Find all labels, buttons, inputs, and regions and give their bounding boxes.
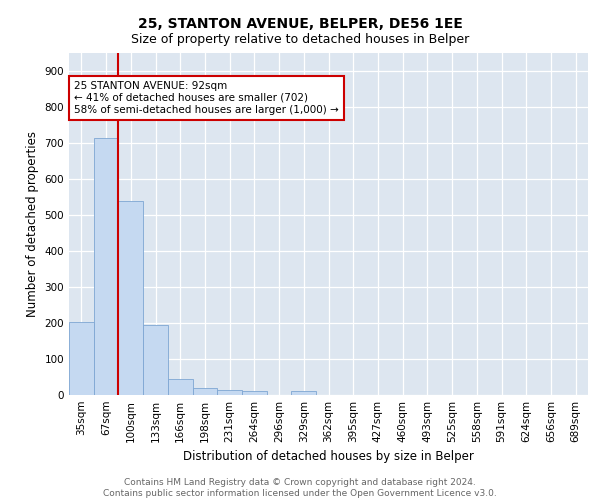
Text: Size of property relative to detached houses in Belper: Size of property relative to detached ho… <box>131 32 469 46</box>
Text: 25, STANTON AVENUE, BELPER, DE56 1EE: 25, STANTON AVENUE, BELPER, DE56 1EE <box>137 18 463 32</box>
Bar <box>118 202 143 395</box>
Bar <box>292 392 316 395</box>
Bar <box>193 388 217 395</box>
Bar <box>94 138 118 395</box>
Text: 25 STANTON AVENUE: 92sqm
← 41% of detached houses are smaller (702)
58% of semi-: 25 STANTON AVENUE: 92sqm ← 41% of detach… <box>74 82 338 114</box>
Bar <box>143 324 168 395</box>
X-axis label: Distribution of detached houses by size in Belper: Distribution of detached houses by size … <box>183 450 474 464</box>
Y-axis label: Number of detached properties: Number of detached properties <box>26 130 39 317</box>
Bar <box>242 390 267 395</box>
Text: Contains HM Land Registry data © Crown copyright and database right 2024.
Contai: Contains HM Land Registry data © Crown c… <box>103 478 497 498</box>
Bar <box>217 390 242 395</box>
Bar <box>69 322 94 395</box>
Bar <box>168 380 193 395</box>
